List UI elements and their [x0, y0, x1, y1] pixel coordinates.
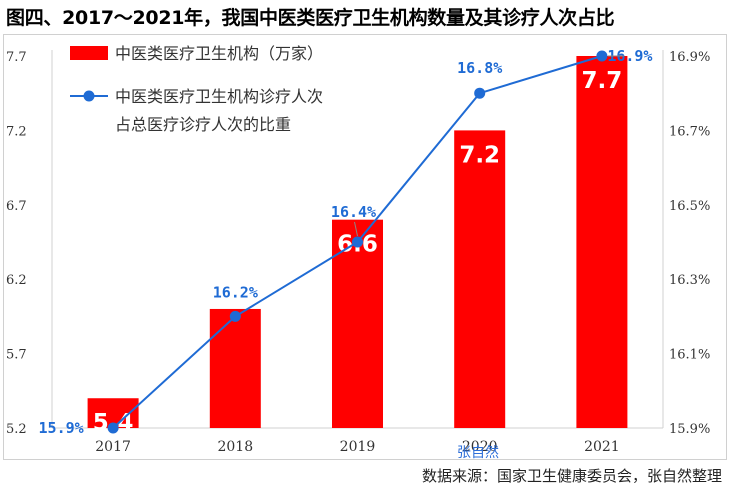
bar [576, 56, 628, 428]
chart-frame [3, 34, 727, 460]
label-leader-line [354, 221, 358, 237]
chart-canvas: 5.2 5.7 6.2 6.7 7.2 7.7 15.9% 16.1% 16.3% 16.5% 16… [6, 44, 710, 455]
x-axis-tick-label: 2018 [217, 439, 253, 455]
bar [332, 219, 383, 428]
line-point [596, 50, 608, 62]
left-axis-tick-label: 7.7 [6, 50, 27, 65]
source-note: 数据来源：国家卫生健康委员会，张自然整理 [421, 467, 722, 485]
right-axis-tick-label: 16.1% [669, 348, 710, 363]
x-axis-tick-label: 2020 [462, 439, 498, 455]
bar [454, 130, 506, 428]
left-axis-tick-label: 5.2 [6, 422, 27, 437]
right-axis-tick-label: 16.9% [669, 50, 710, 65]
right-axis-tick-label: 16.5% [669, 199, 710, 214]
x-axis-tick-label: 2021 [584, 439, 620, 455]
legend-bar-swatch [70, 46, 108, 60]
line-point [474, 87, 486, 99]
legend-bar-label: 中医类医疗卫生机构（万家） [115, 44, 323, 63]
left-axis-tick-label: 5.7 [6, 348, 27, 363]
line-value-label: 15.9% [39, 419, 84, 437]
x-axis-tick-label: 2019 [340, 439, 376, 455]
line-point [107, 422, 119, 434]
legend-line-label: 中医类医疗卫生机构诊疗人次 [115, 87, 323, 106]
left-axis-tick-label: 6.7 [6, 199, 27, 214]
right-axis-tick-label: 16.3% [669, 273, 710, 288]
right-axis-tick-label: 16.7% [669, 124, 710, 139]
line-value-label: 16.8% [457, 59, 502, 77]
right-axis-tick-label: 15.9% [669, 422, 710, 437]
legend-line-label: 占总医疗诊疗人次的比重 [115, 115, 291, 134]
left-axis-tick-label: 7.2 [6, 124, 27, 139]
legend-line-marker [83, 90, 95, 102]
watermark-text: 张自然 [457, 445, 499, 461]
line-point [229, 310, 241, 322]
bar-value-label: 7.2 [459, 142, 500, 168]
line-value-label: 16.4% [331, 203, 376, 221]
bar [209, 308, 261, 428]
line-point [352, 236, 363, 248]
line-value-label: 16.9% [607, 47, 652, 65]
bar-value-label: 7.7 [582, 68, 623, 94]
line-value-label: 16.2% [213, 283, 258, 301]
x-axis-tick-label: 2017 [95, 439, 131, 455]
chart-title: 图四、2017～2021年，我国中医类医疗卫生机构数量及其诊疗人次占比 [6, 7, 615, 29]
left-axis-tick-label: 6.2 [6, 273, 27, 288]
